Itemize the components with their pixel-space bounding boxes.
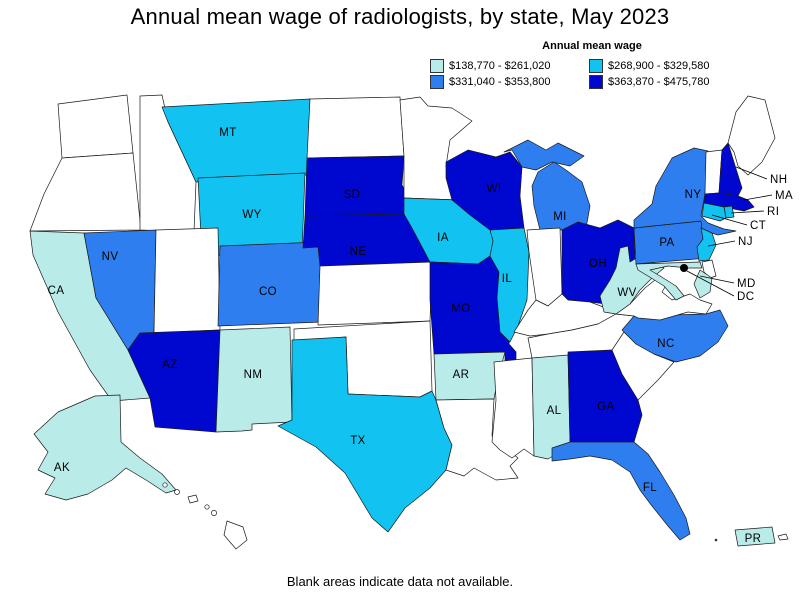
- state-ny: [633, 147, 737, 236]
- hawaii-island: [187, 494, 199, 504]
- legend-swatch-class3: [430, 75, 444, 89]
- legend-grid: $138,770 - $261,020 $268,900 - $329,580 …: [430, 59, 724, 89]
- state-fl: [551, 441, 691, 541]
- dc-marker: [680, 264, 688, 272]
- state-in: [526, 227, 563, 307]
- state-label-wv: WV: [617, 287, 636, 299]
- legend-item: $331,040 - $353,800: [430, 75, 589, 89]
- state-or: [29, 152, 142, 232]
- state-label-il: IL: [502, 273, 513, 285]
- state-label-ma: MA: [775, 190, 793, 202]
- state-ut: [153, 227, 221, 334]
- state-pr: [734, 526, 776, 547]
- leader-line-ma: [743, 194, 773, 201]
- state-nm: [215, 326, 293, 433]
- state-label-ri: RI: [767, 206, 779, 218]
- legend-item: $138,770 - $261,020: [430, 59, 589, 73]
- state-label-ar: AR: [453, 369, 470, 381]
- leader-line-dc: [686, 270, 735, 297]
- state-nj: [696, 227, 717, 262]
- hawaii-island: [162, 482, 168, 488]
- legend-swatch-class1: [430, 59, 444, 73]
- state-ar: [433, 351, 506, 401]
- legend-label-class1: $138,770 - $261,020: [449, 60, 551, 72]
- state-ms: [491, 357, 535, 459]
- state-tx: [277, 336, 453, 533]
- hawaii-island: [223, 520, 248, 550]
- state-wa: [57, 94, 134, 159]
- state-ak: [33, 394, 177, 501]
- state-label-pr: PR: [745, 533, 762, 545]
- legend: Annual mean wage $138,770 - $261,020 $26…: [430, 40, 724, 89]
- footnote: Blank areas indicate data not available.: [286, 574, 514, 589]
- hawaii-island: [204, 504, 210, 510]
- state-label-nv: NV: [102, 251, 119, 263]
- state-nh: [718, 142, 743, 197]
- legend-label-class3: $331,040 - $353,800: [449, 76, 551, 88]
- pr-islet: [777, 533, 789, 541]
- state-label-nm: NM: [244, 369, 263, 381]
- state-label-wi: WI: [487, 183, 502, 195]
- leader-line-nh: [735, 166, 768, 180]
- state-mi-upper: [503, 139, 585, 171]
- leader-line-ct: [711, 214, 748, 226]
- state-label-md: MD: [737, 278, 756, 290]
- state-label-ne: NE: [350, 246, 367, 258]
- state-nd: [306, 96, 405, 159]
- state-label-ca: CA: [48, 285, 65, 297]
- state-label-nj: NJ: [738, 236, 753, 248]
- leader-line-nj: [707, 240, 736, 247]
- state-label-pa: PA: [659, 237, 674, 249]
- state-label-nc: NC: [657, 338, 674, 350]
- state-label-sd: SD: [344, 189, 361, 201]
- state-label-ny: NY: [685, 189, 702, 201]
- legend-title: Annual mean wage: [542, 40, 642, 52]
- state-md: [635, 261, 703, 301]
- state-label-ia: IA: [437, 232, 449, 244]
- pr-islet: [714, 538, 718, 542]
- state-label-nh: NH: [770, 174, 787, 186]
- leader-line-ri: [730, 210, 765, 214]
- legend-swatch-class2: [589, 59, 603, 73]
- state-label-ak: AK: [54, 462, 70, 474]
- state-label-oh: OH: [589, 258, 607, 270]
- legend-item: $268,900 - $329,580: [589, 59, 724, 73]
- leader-line-md: [699, 275, 735, 284]
- page-title: Annual mean wage of radiologists, by sta…: [130, 4, 670, 29]
- state-co: [217, 241, 323, 327]
- state-label-co: CO: [259, 286, 277, 298]
- state-label-mo: MO: [451, 303, 470, 315]
- state-label-mt: MT: [219, 127, 236, 139]
- state-label-ct: CT: [750, 220, 766, 232]
- state-label-ga: GA: [597, 401, 614, 413]
- state-va: [615, 275, 713, 321]
- state-mn: [399, 96, 473, 201]
- state-label-al: AL: [547, 405, 562, 417]
- legend-item: $363,870 - $475,780: [589, 75, 724, 89]
- legend-label-class2: $268,900 - $329,580: [608, 60, 710, 72]
- state-ct: [701, 202, 727, 222]
- state-ks: [317, 261, 433, 326]
- state-label-dc: DC: [737, 291, 754, 303]
- state-label-az: AZ: [162, 359, 178, 371]
- state-sd: [304, 155, 413, 217]
- legend-label-class4: $363,870 - $475,780: [608, 76, 710, 88]
- state-wi: [445, 149, 525, 231]
- state-il: [489, 227, 530, 343]
- state-me: [727, 95, 776, 176]
- hawaii-island: [174, 489, 180, 495]
- state-label-fl: FL: [643, 482, 657, 494]
- state-label-wy: WY: [242, 209, 261, 221]
- state-nc: [621, 309, 729, 363]
- state-label-mi: MI: [553, 211, 567, 223]
- hawaii-island: [211, 510, 217, 516]
- state-label-tx: TX: [350, 435, 366, 447]
- legend-swatch-class4: [589, 75, 603, 89]
